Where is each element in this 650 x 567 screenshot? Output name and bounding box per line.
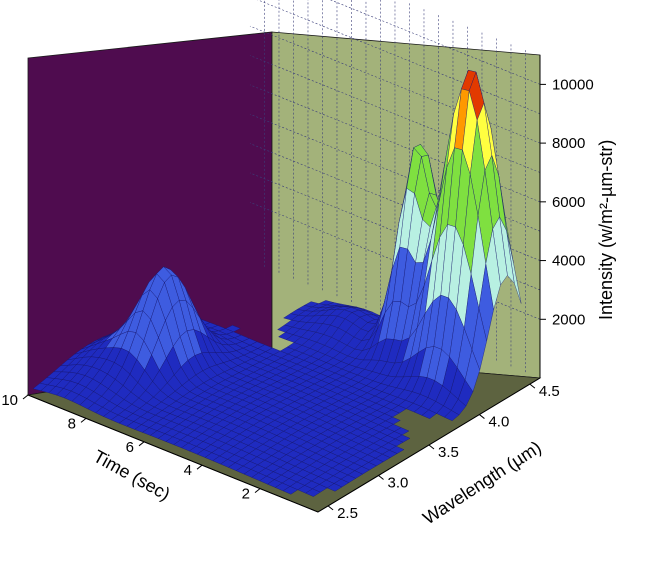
- tick-label: 10000: [552, 76, 594, 93]
- surface-patch: [326, 483, 343, 492]
- tick-label: 8000: [552, 135, 585, 152]
- x-axis-line: [27, 394, 319, 513]
- tick-mark: [378, 475, 384, 480]
- surface-patch: [282, 486, 299, 495]
- tick-label: 3.5: [438, 444, 459, 461]
- tick-mark: [327, 505, 334, 511]
- tick-label: 4: [184, 462, 192, 479]
- tick-mark: [428, 444, 435, 450]
- tick-label: 8: [68, 415, 76, 432]
- tick-label: 2000: [552, 311, 585, 328]
- tick-label: 6000: [552, 194, 585, 211]
- z-axis-title: Intensity (w/m²-µm-str): [596, 140, 616, 320]
- tick-mark: [529, 383, 536, 389]
- tick-label: 2: [242, 486, 250, 503]
- tick-mark: [138, 441, 145, 447]
- tick-mark: [22, 394, 29, 400]
- tick-label: 3.0: [388, 474, 409, 491]
- tick-mark: [254, 488, 261, 493]
- z-tick-labels: 2000 4000 6000 8000 10000: [539, 76, 594, 328]
- tick-label: 10: [1, 392, 18, 409]
- surface-patch: [421, 409, 437, 419]
- tick-mark: [80, 418, 87, 423]
- surface: [32, 69, 522, 497]
- tick-mark: [196, 464, 203, 470]
- surface-patch: [444, 410, 460, 422]
- y-tick-labels: 2.5 3.0 3.5 4.0 4.5: [327, 383, 560, 522]
- tick-label: 4.0: [488, 414, 509, 431]
- x-tick-labels: 10 8 6 4 2: [1, 392, 261, 503]
- tick-label: 6: [126, 439, 134, 456]
- tick-mark: [479, 414, 485, 419]
- tick-label: 4.5: [539, 383, 560, 400]
- tick-label: 2.5: [337, 505, 358, 522]
- grid-line: [249, 25, 541, 144]
- surface-patch: [305, 488, 321, 497]
- tick-label: 4000: [552, 253, 585, 270]
